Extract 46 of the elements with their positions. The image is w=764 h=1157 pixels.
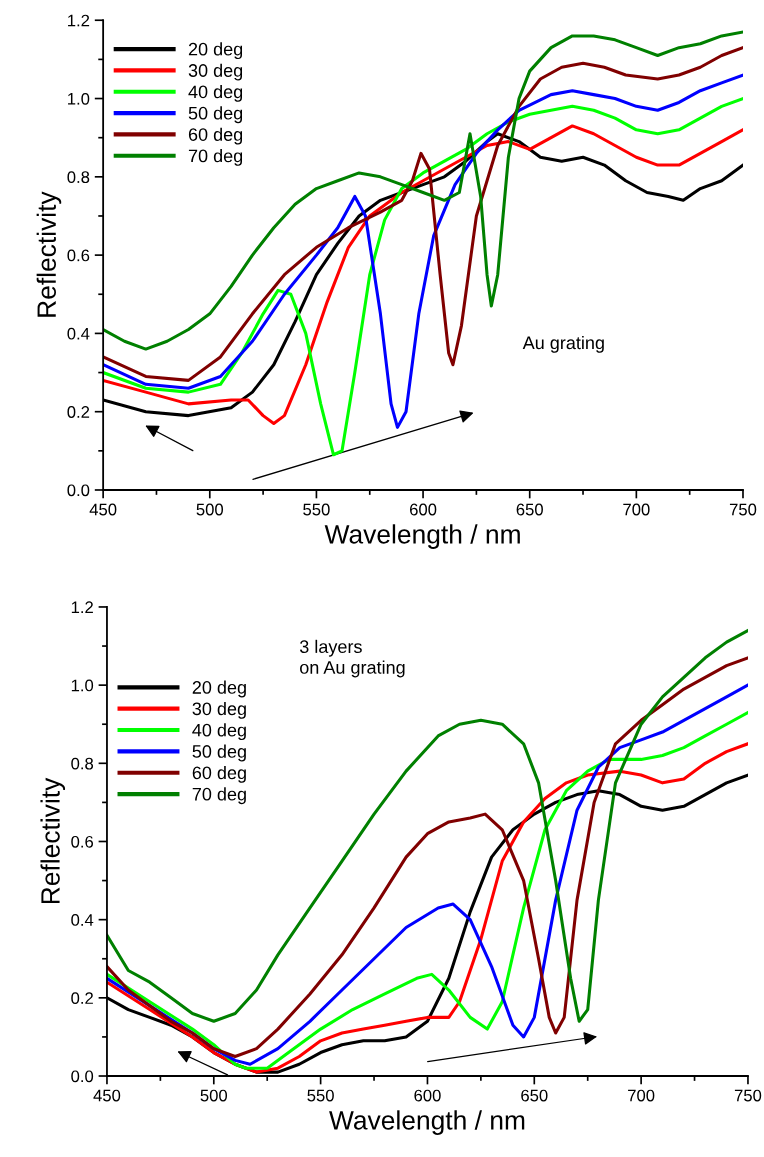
legend-label: 60 deg <box>188 127 243 145</box>
legend-label: 20 deg <box>188 42 243 60</box>
legend-label: 20 deg <box>192 680 246 698</box>
legend-label: 30 deg <box>192 701 246 719</box>
annotation: Au grating <box>522 335 604 353</box>
annotation: 3 layers on Au grating <box>299 639 405 678</box>
x-axis-title: Wavelength / nm <box>324 524 520 549</box>
y-tick-label: 0.8 <box>67 171 90 184</box>
y-tick-label: 0.4 <box>71 914 94 926</box>
x-tick-label: 550 <box>307 1089 334 1102</box>
x-tick-label: 450 <box>89 503 117 516</box>
x-tick-label: 750 <box>729 503 757 516</box>
y-tick-label: 1.2 <box>71 601 93 613</box>
legend-label: 50 deg <box>192 744 246 762</box>
x-tick-label: 650 <box>521 1089 548 1102</box>
x-axis-title: Wavelength / nm <box>329 1110 525 1135</box>
x-tick-label: 650 <box>516 503 543 516</box>
y-axis-title: Reflectivity <box>36 191 62 317</box>
y-tick-label: 0.4 <box>67 327 90 340</box>
y-tick-label: 0.6 <box>67 249 90 262</box>
x-tick-label: 600 <box>414 1089 441 1102</box>
x-tick-label: 550 <box>303 503 330 516</box>
x-tick-label: 750 <box>734 1089 762 1102</box>
y-tick-label: 0.0 <box>71 1070 94 1083</box>
x-tick-label: 500 <box>196 503 224 516</box>
x-tick-label: 600 <box>410 503 437 516</box>
y-tick-label: 1.2 <box>68 14 90 27</box>
legend-label: 40 deg <box>192 723 246 741</box>
legend-label: 70 deg <box>188 149 243 166</box>
x-tick-label: 700 <box>623 503 650 516</box>
y-tick-label: 1.0 <box>71 679 94 692</box>
y-tick-label: 0.8 <box>71 757 94 770</box>
legend-label: 50 deg <box>188 106 243 124</box>
x-tick-label: 450 <box>93 1089 121 1102</box>
x-tick-label: 700 <box>628 1089 655 1102</box>
y-axis-title: Reflectivity <box>40 777 66 904</box>
y-tick-label: 0.0 <box>67 484 90 497</box>
y-tick-label: 1.0 <box>68 92 90 105</box>
legend-label: 40 deg <box>188 84 243 102</box>
y-tick-label: 0.2 <box>71 992 93 1005</box>
legend-label: 30 deg <box>188 63 243 81</box>
legend-label: 70 deg <box>192 787 246 805</box>
legend-label: 60 deg <box>192 765 246 783</box>
x-tick-label: 500 <box>200 1089 228 1102</box>
y-tick-label: 0.2 <box>67 406 90 418</box>
y-tick-label: 0.6 <box>71 835 94 848</box>
